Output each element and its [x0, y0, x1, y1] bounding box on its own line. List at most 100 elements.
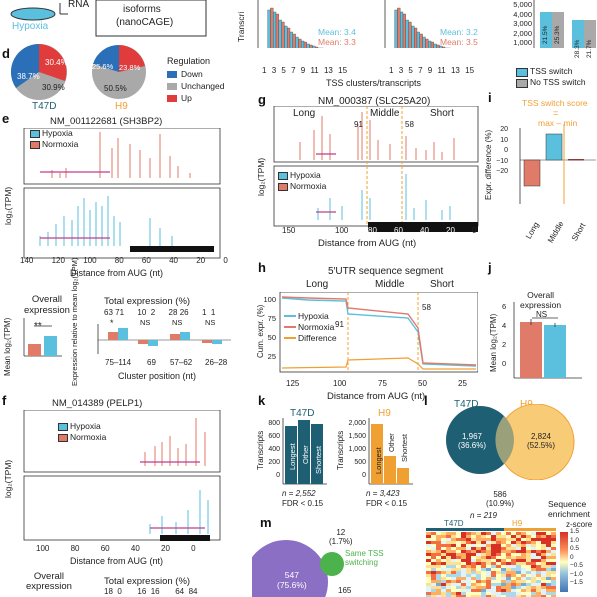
heatmap-cell	[491, 595, 496, 597]
cluster-xlabel: Cluster position (nt)	[118, 371, 197, 381]
legend-up: Up	[181, 93, 192, 103]
xlabel-g: Distance from AUG (nt)	[318, 238, 417, 249]
heatmap-cell	[481, 553, 486, 556]
heatmap-cell	[451, 592, 456, 595]
heatmap-cell	[531, 565, 536, 568]
heatmap-cell	[546, 589, 551, 592]
cds-box	[130, 246, 214, 252]
swatch-unchanged	[167, 83, 177, 90]
m-right: 165	[338, 586, 352, 595]
heatmap-cell	[441, 580, 446, 583]
heatmap-cell	[546, 565, 551, 568]
heatmap-cell	[541, 565, 546, 568]
heatmap-cell	[496, 571, 501, 574]
heatmap-cell	[551, 538, 556, 541]
heatmap-cell	[466, 544, 471, 547]
heatmap-cell	[441, 574, 446, 577]
heatmap-cell	[521, 541, 526, 544]
heatmap-cell	[536, 535, 541, 538]
heatmap-cell	[431, 574, 436, 577]
heatmap-cell	[426, 574, 431, 577]
hist-bar-normoxia	[275, 13, 279, 53]
legend-normoxia: Normoxia	[290, 181, 327, 191]
heatmap-cell	[531, 589, 536, 592]
heatmap-cell	[471, 592, 476, 595]
heatmap-cell	[476, 532, 481, 535]
heatmap-cell	[441, 559, 446, 562]
heatmap-cell	[441, 547, 446, 550]
heatmap-cell	[551, 532, 556, 535]
swatch-hypoxia	[30, 130, 40, 138]
heatmap-cell	[496, 562, 501, 565]
heatmap-cell	[481, 568, 486, 571]
hist-bar-normoxia	[425, 38, 429, 53]
heatmap-cell	[536, 559, 541, 562]
heatmap-cell	[526, 568, 531, 571]
heatmap-cell	[536, 583, 541, 586]
heatmap-cell	[536, 544, 541, 547]
heatmap-cell	[526, 550, 531, 553]
heatmap-cell	[491, 568, 496, 571]
heatmap-cell	[441, 577, 446, 580]
heatmap-cell	[431, 565, 436, 568]
bar-normoxia	[28, 344, 41, 356]
hist-bar-normoxia	[402, 13, 406, 53]
hist-bar-hypoxia	[411, 25, 415, 53]
l-left: 1,967 (36.6%)	[458, 432, 487, 450]
heatmap-cell	[516, 580, 521, 583]
heatmap-cell	[456, 574, 461, 577]
swatch-hypoxia	[278, 172, 288, 180]
heatmap-cell	[501, 577, 506, 580]
heatmap-cell	[506, 583, 511, 586]
heatmap-cell	[486, 574, 491, 577]
cluster-0: 75–114	[105, 358, 132, 367]
heatmap-cell	[536, 595, 541, 597]
heatmap-cell	[536, 571, 541, 574]
normoxia-peaks	[144, 418, 206, 466]
heatmap-cell	[446, 559, 451, 562]
heatmap-cell	[536, 538, 541, 541]
heatmap-cell	[531, 580, 536, 583]
heatmap-cell	[531, 538, 536, 541]
heatmap-cell	[486, 583, 491, 586]
heatmap-cell	[446, 553, 451, 556]
heatmap-cell	[481, 544, 486, 547]
heatmap-cell	[441, 556, 446, 559]
difference-line	[281, 357, 476, 370]
heatmap-cell	[476, 583, 481, 586]
heatmap-cell	[441, 565, 446, 568]
heatmap-cell	[441, 550, 446, 553]
heatmap-cell	[481, 559, 486, 562]
panel-i-chart	[519, 124, 596, 204]
heatmap-cell	[526, 556, 531, 559]
heatmap-cell	[461, 580, 466, 583]
mark-91-h: 91	[335, 320, 344, 329]
heatmap-cell	[516, 559, 521, 562]
heatmap-cell	[521, 565, 526, 568]
heatmap-cell	[521, 535, 526, 538]
bar-short	[568, 159, 584, 161]
heatmap-cell	[521, 592, 526, 595]
legend-h-hypoxia: Hypoxia	[298, 311, 329, 321]
heatmap-cell	[531, 592, 536, 595]
heatmap-cell	[516, 556, 521, 559]
legend-swatch-notss	[516, 79, 528, 88]
heatmap-cell	[476, 547, 481, 550]
heatmap-cell	[426, 592, 431, 595]
heatmap-cell	[476, 562, 481, 565]
hist-bar-hypoxia	[289, 31, 293, 53]
heatmap-cell	[456, 550, 461, 553]
heatmap-cell	[451, 568, 456, 571]
gene-e: NM_001122681 (SH3BP2)	[50, 116, 163, 127]
heatmap-cell	[436, 553, 441, 556]
heatmap-cell	[536, 541, 541, 544]
mean-normoxia-1: Mean: 3.3	[318, 37, 356, 47]
l-venn	[446, 404, 575, 480]
heatmap-cell	[531, 556, 536, 559]
heatmap-cell	[506, 541, 511, 544]
heatmap-cell	[476, 589, 481, 592]
heatmap-cell	[531, 577, 536, 580]
heatmap-cell	[551, 541, 556, 544]
cds-box	[368, 222, 478, 232]
heatmap-cell	[426, 532, 431, 535]
